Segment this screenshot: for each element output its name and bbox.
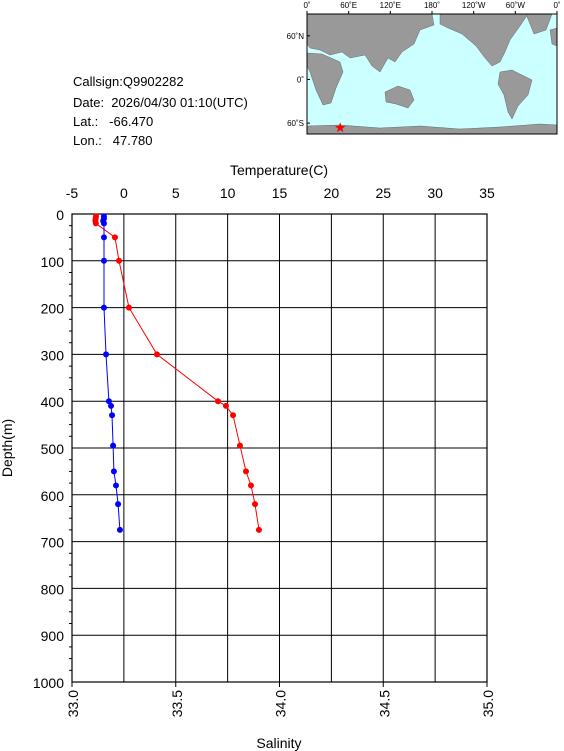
x2-tick-label: 10 <box>220 185 236 201</box>
profile-point <box>105 398 112 405</box>
x2-tick-label: -5 <box>66 185 79 201</box>
latitude: Lat.: -66.470 <box>73 114 153 129</box>
profile-point <box>100 257 107 264</box>
profile-point <box>115 501 122 508</box>
date: Date: 2026/04/30 01:10(UTC) <box>73 95 248 110</box>
profile-point <box>242 468 249 475</box>
y-tick-label: 300 <box>41 347 65 363</box>
profile-point <box>115 257 122 264</box>
profile-point <box>125 304 132 311</box>
map-lon-label: 180˚ <box>424 1 440 10</box>
profile-point <box>103 351 110 358</box>
land <box>306 13 558 135</box>
profile-point <box>247 482 254 489</box>
y-tick-label: 800 <box>41 581 65 597</box>
x2-tick-label: 35 <box>479 185 495 201</box>
map-lon-label: 120˚E <box>380 1 401 10</box>
y-axis-label: Depth(m) <box>0 419 15 477</box>
x2-tick-label: 30 <box>427 185 443 201</box>
map-lon-label: 0˚ <box>553 1 560 10</box>
x-tick-label: 33.0 <box>65 690 81 717</box>
x-tick-label: 33.5 <box>169 690 185 717</box>
x2-tick-label: 5 <box>172 185 180 201</box>
profile-point <box>110 442 117 449</box>
x2-axis-label: Temperature(C) <box>230 162 328 178</box>
callsign: Callsign:Q9902282 <box>73 74 184 89</box>
x2-tick-label: 25 <box>375 185 391 201</box>
profile-point <box>230 412 237 419</box>
x-axis-label: Salinity <box>256 735 301 751</box>
y-tick-label: 700 <box>41 535 65 551</box>
y-tick-label: 600 <box>41 488 65 504</box>
profile-point <box>100 304 107 311</box>
y-tick-label: 0 <box>56 207 64 223</box>
y-tick-label: 1000 <box>33 675 64 691</box>
y-tick-label: 900 <box>41 628 65 644</box>
profile-point <box>116 526 123 533</box>
profile-point <box>252 501 259 508</box>
profile-point <box>110 468 117 475</box>
map-lat-label: 0˚ <box>297 75 304 84</box>
profile-point <box>222 402 229 409</box>
map-lon-label: 60˚W <box>506 1 526 10</box>
profile-point <box>92 220 99 227</box>
longitude: Lon.: 47.780 <box>73 133 153 148</box>
profile-point <box>109 412 116 419</box>
profile-point <box>153 351 160 358</box>
x2-tick-label: 0 <box>120 185 128 201</box>
profile-point <box>111 234 118 241</box>
map-lat-label: 60˚S <box>287 119 304 128</box>
profile-point <box>108 402 115 409</box>
map-lon-label: 60˚E <box>340 1 357 10</box>
x-tick-label: 34.5 <box>376 690 392 717</box>
x-tick-label: 35.0 <box>480 690 496 717</box>
profile-point <box>236 442 243 449</box>
x2-tick-label: 20 <box>324 185 340 201</box>
station-marker <box>334 122 346 133</box>
map-lat-label: 60˚N <box>287 32 305 41</box>
profile-point <box>112 482 119 489</box>
map-lon-label: 120˚W <box>462 1 486 10</box>
y-tick-label: 500 <box>41 441 65 457</box>
map-lon-label: 0˚ <box>303 1 310 10</box>
profile-point <box>255 526 262 533</box>
map: 0˚ 60˚E 120˚E 180˚ 120˚W 60˚W 0˚ 60˚N 0˚ 60˚S <box>287 1 561 135</box>
profile-point <box>100 220 107 227</box>
y-tick-label: 400 <box>41 394 65 410</box>
profile-point <box>214 398 221 405</box>
x-tick-label: 34.0 <box>273 690 289 717</box>
x2-tick-label: 15 <box>272 185 288 201</box>
profile-point <box>100 234 107 241</box>
y-tick-label: 100 <box>41 254 65 270</box>
y-tick-label: 200 <box>41 301 65 317</box>
